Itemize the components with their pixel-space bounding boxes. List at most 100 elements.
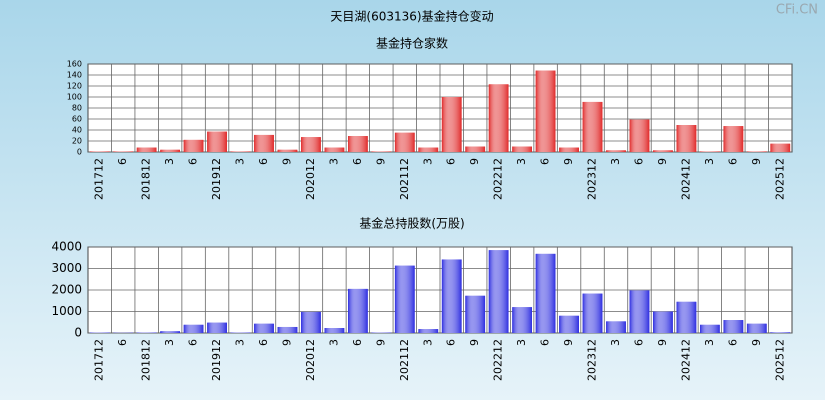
bar-shine — [488, 84, 509, 152]
bar-shine — [653, 311, 673, 333]
bar-shine — [582, 293, 603, 333]
y-tick-label: 4000 — [51, 240, 82, 254]
bar-shine — [441, 259, 462, 333]
y-tick-label: 140 — [67, 71, 82, 80]
y-tick-label: 160 — [67, 60, 82, 69]
y-tick-label: 3000 — [51, 261, 82, 275]
bar-shine — [746, 323, 767, 333]
bar-shine — [441, 97, 462, 152]
bar-shine — [488, 250, 509, 333]
bar-shine — [324, 147, 345, 152]
x-tick-label: 202512 — [773, 158, 786, 200]
bar-shine — [418, 329, 439, 333]
bar-shine — [348, 136, 368, 152]
x-tick-label: 6 — [632, 339, 645, 346]
x-tick-label: 6 — [351, 339, 364, 346]
bar-shine — [676, 125, 697, 152]
bar-shine — [700, 151, 720, 152]
bar-shine — [629, 290, 650, 333]
x-tick-label: 202412 — [679, 158, 692, 200]
bar-shine — [254, 323, 274, 333]
x-tick-label: 202112 — [398, 339, 411, 381]
x-tick-label: 3 — [421, 158, 434, 165]
bar-shine — [606, 150, 626, 152]
y-tick-label: 40 — [72, 126, 82, 135]
y-tick-label: 0 — [77, 148, 82, 157]
bar-shine — [465, 146, 486, 152]
x-tick-label: 202212 — [492, 158, 505, 200]
bar-shine — [700, 324, 720, 333]
x-tick-label: 3 — [327, 158, 340, 165]
x-tick-label: 6 — [351, 158, 364, 165]
x-tick-label: 201712 — [93, 339, 106, 381]
x-tick-label: 6 — [257, 158, 270, 165]
x-tick-label: 6 — [632, 158, 645, 165]
x-tick-label: 9 — [280, 339, 293, 346]
x-tick-label: 3 — [609, 158, 622, 165]
bar-shine — [653, 150, 673, 152]
y-tick-label: 100 — [67, 93, 82, 102]
bar-shine — [746, 151, 767, 152]
x-tick-label: 9 — [468, 158, 481, 165]
x-tick-label: 6 — [187, 158, 200, 165]
bar-shine — [207, 322, 227, 333]
bar-shine — [277, 326, 298, 333]
x-tick-label: 202512 — [773, 339, 786, 381]
x-tick-label: 9 — [374, 158, 387, 165]
x-tick-label: 9 — [656, 158, 669, 165]
y-tick-label: 2000 — [51, 283, 82, 297]
x-tick-label: 202012 — [304, 339, 317, 381]
x-tick-label: 202212 — [492, 339, 505, 381]
bar-shine — [89, 151, 110, 152]
x-tick-label: 6 — [445, 158, 458, 165]
watermark: CFi.CN — [776, 3, 818, 18]
bar-shine — [324, 328, 345, 333]
x-tick-label: 3 — [327, 339, 340, 346]
bar-shine — [254, 134, 274, 152]
bar-shine — [394, 265, 415, 333]
x-tick-label: 202112 — [398, 158, 411, 200]
bar-shine — [348, 288, 368, 333]
x-tick-label: 201812 — [140, 339, 153, 381]
x-tick-label: 3 — [703, 339, 716, 346]
y-tick-label: 0 — [74, 326, 82, 340]
bar-shine — [113, 151, 134, 152]
bar-shine — [136, 147, 157, 152]
x-tick-label: 6 — [187, 339, 200, 346]
bar-shine — [183, 139, 204, 152]
x-tick-label: 6 — [539, 339, 552, 346]
bar-shine — [160, 331, 180, 333]
x-tick-label: 9 — [562, 158, 575, 165]
x-tick-label: 9 — [750, 158, 763, 165]
x-tick-label: 9 — [374, 339, 387, 346]
x-tick-label: 6 — [116, 158, 129, 165]
x-tick-label: 3 — [703, 158, 716, 165]
bar-shine — [559, 315, 579, 333]
x-tick-label: 3 — [515, 158, 528, 165]
bar-shine — [394, 132, 415, 152]
x-tick-label: 6 — [257, 339, 270, 346]
x-tick-label: 3 — [515, 339, 528, 346]
y-tick-label: 1000 — [51, 304, 82, 318]
x-tick-label: 9 — [750, 339, 763, 346]
x-tick-label: 6 — [726, 158, 739, 165]
x-tick-label: 6 — [445, 339, 458, 346]
x-tick-label: 3 — [421, 339, 434, 346]
x-tick-label: 9 — [562, 339, 575, 346]
x-tick-label: 3 — [163, 339, 176, 346]
x-tick-label: 3 — [163, 158, 176, 165]
x-tick-label: 201712 — [93, 158, 106, 200]
bar-shine — [723, 126, 744, 152]
y-tick-label: 20 — [72, 137, 82, 146]
bar-shine — [160, 149, 180, 152]
x-tick-label: 6 — [116, 339, 129, 346]
bar-shine — [418, 147, 439, 152]
x-tick-label: 9 — [656, 339, 669, 346]
bar-shine — [676, 301, 697, 333]
x-tick-label: 201812 — [140, 158, 153, 200]
x-tick-label: 202012 — [304, 158, 317, 200]
x-tick-label: 9 — [468, 339, 481, 346]
bar-shine — [723, 320, 744, 333]
bar-shine — [535, 253, 556, 333]
